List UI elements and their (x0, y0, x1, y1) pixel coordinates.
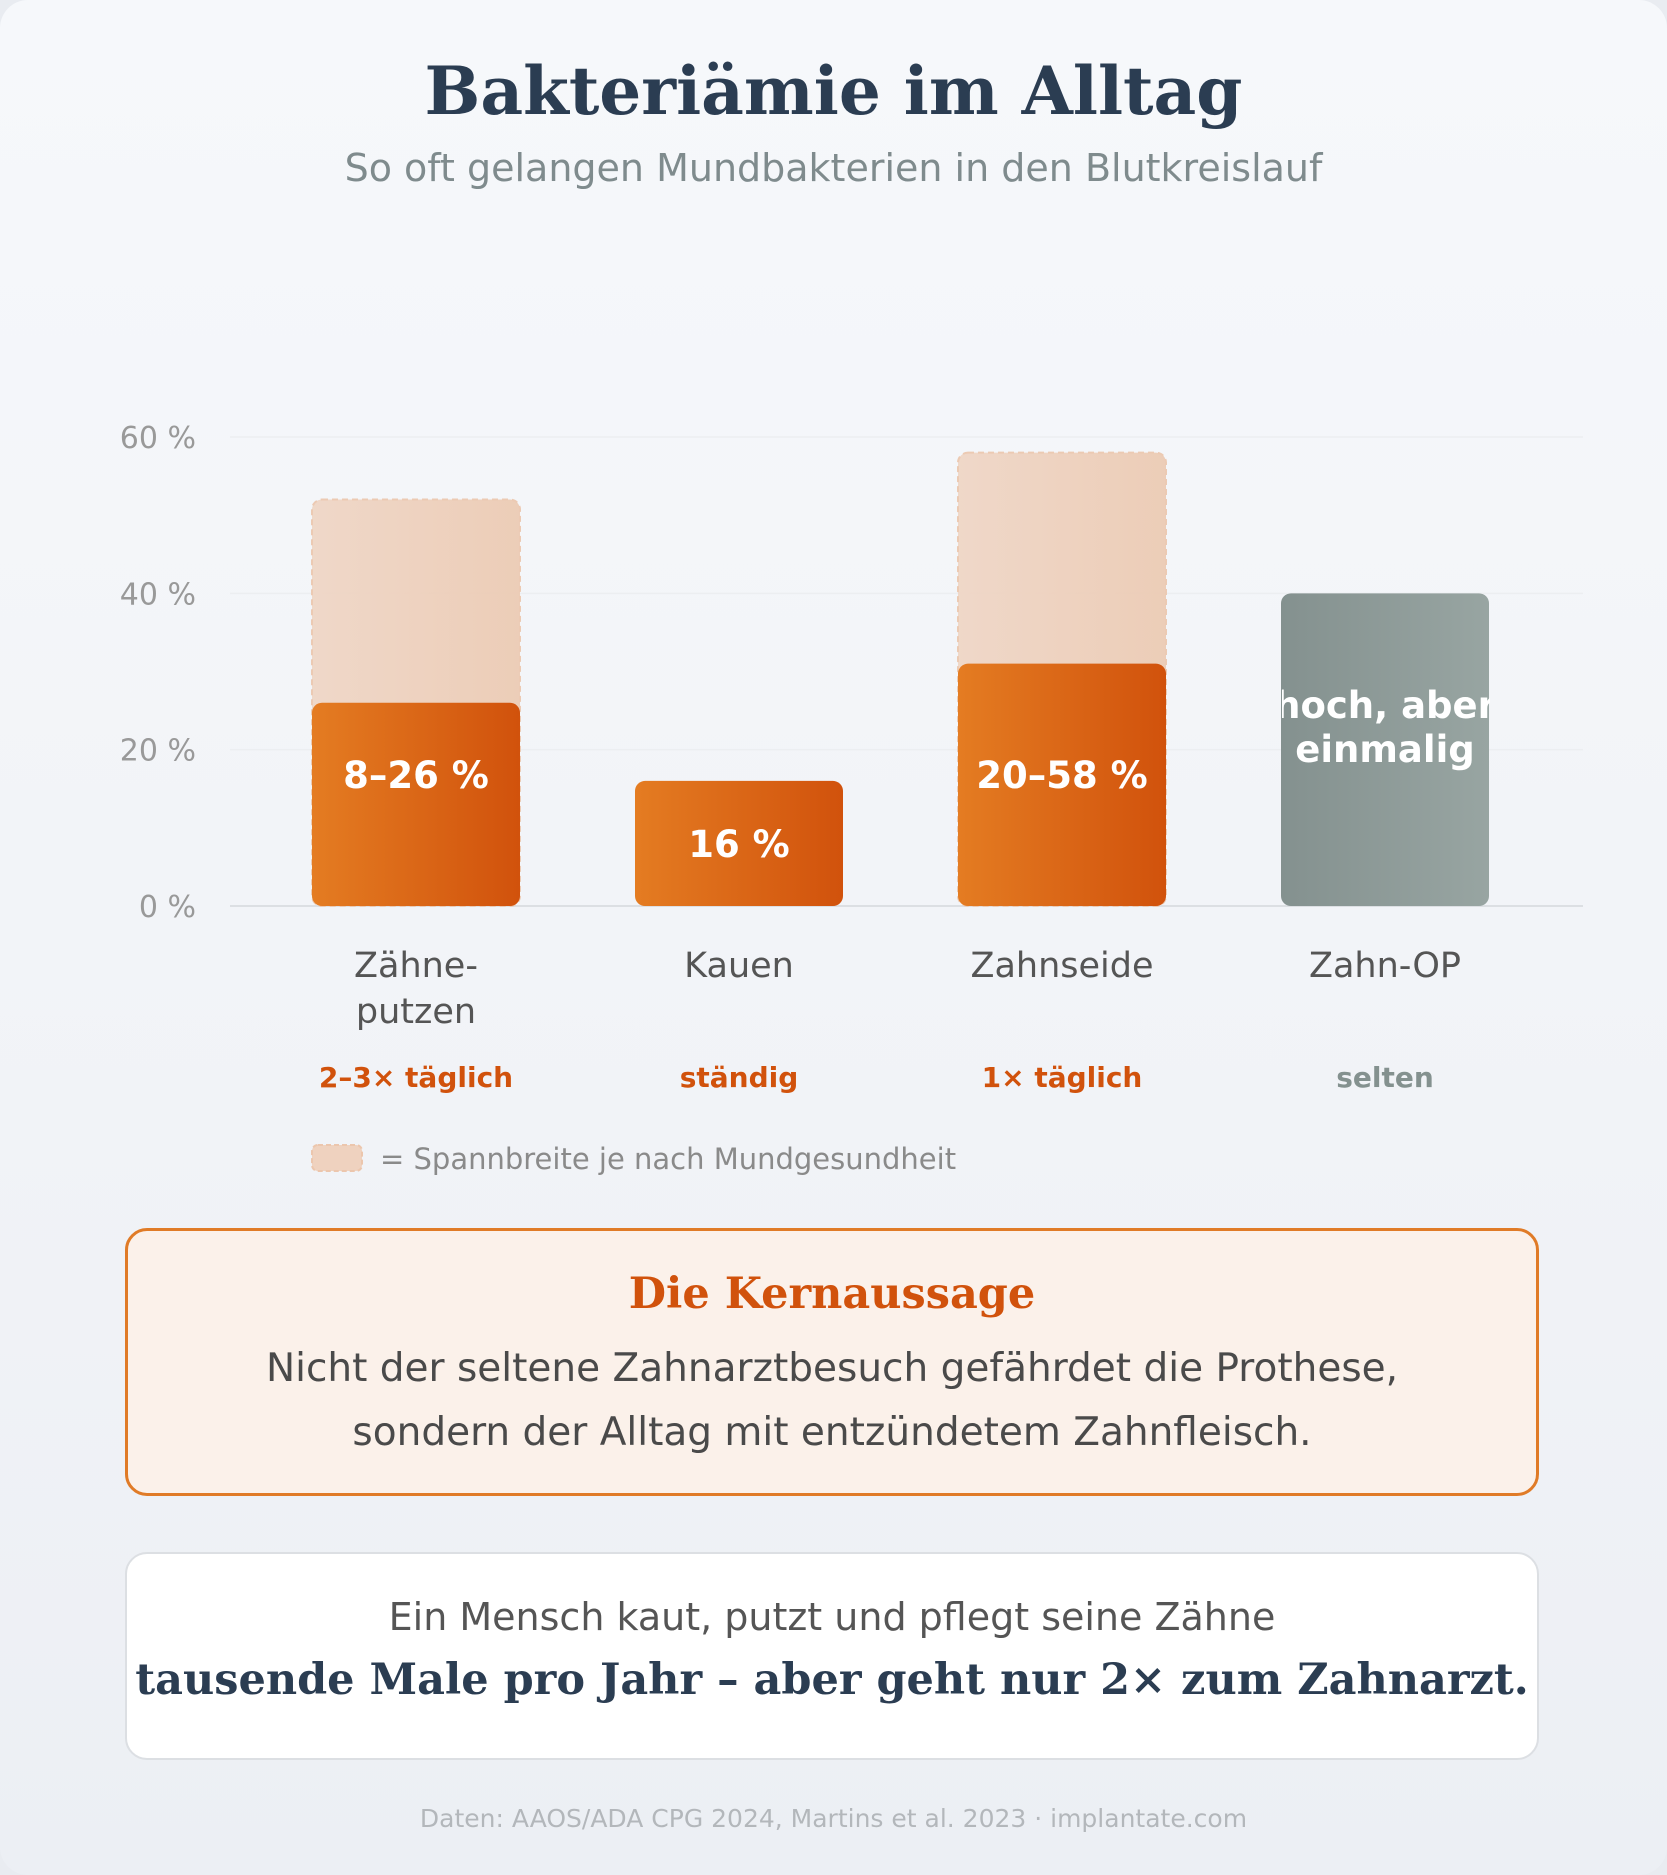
takeaway-heading: Die Kernaussage (628, 1269, 1036, 1319)
bar-layer (312, 593, 1489, 906)
frequency-label: selten (1336, 1061, 1434, 1094)
bar-value-label: 8–26 % (343, 754, 489, 797)
takeaway-line-2: sondern der Alltag mit entzündetem Zahnf… (352, 1410, 1312, 1455)
bar-value-label: 16 % (688, 823, 789, 866)
category-label: Kauen (684, 946, 794, 986)
y-tick-label: 60 % (120, 421, 196, 456)
y-tick-label: 0 % (139, 890, 196, 925)
page-subtitle: So oft gelangen Mundbakterien in den Blu… (344, 146, 1323, 190)
label-layer: 8–26 % Zähne-putzen 2–3× täglich 16 % Kauen s… (319, 684, 1497, 1094)
legend-swatch (311, 1144, 363, 1172)
frequency-label: 1× täglich (982, 1061, 1143, 1094)
bar (635, 780, 843, 906)
comparison-line-2: tausende Male pro Jahr – aber geht nur 2… (135, 1655, 1529, 1705)
bar-value-label: hoch, aber (1274, 684, 1497, 727)
page-title: Bakteriämie im Alltag (424, 52, 1243, 130)
takeaway-line-1: Nicht der seltene Zahnarztbesuch gefährd… (265, 1346, 1399, 1391)
comparison-line-1: Ein Mensch kaut, putzt und pflegt seine … (388, 1595, 1276, 1639)
legend: = Spannbreite je nach Mundgesundheit (311, 1142, 956, 1176)
bar (312, 702, 520, 906)
frequency-label: 2–3× täglich (319, 1061, 513, 1094)
comparison-box: Ein Mensch kaut, putzt und pflegt seine … (125, 1552, 1539, 1760)
y-tick-label: 20 % (120, 734, 196, 769)
bar (958, 663, 1166, 906)
category-label: Zahnseide (970, 946, 1153, 986)
takeaway-box: Die Kernaussage Nicht der seltene Zahnar… (125, 1228, 1539, 1496)
y-tick-label: 40 % (120, 577, 196, 612)
category-label: Zähne- (354, 946, 478, 986)
frequency-label: ständig (680, 1061, 799, 1094)
bar-value-label: 20–58 % (976, 754, 1147, 797)
category-label: Zahn-OP (1309, 946, 1461, 986)
source-note: Daten: AAOS/ADA CPG 2024, Martins et al.… (419, 1804, 1248, 1833)
bar-chart: 0 % 20 % 40 % 60 % 8–26 % Zähne-putzen 2–3× t… (120, 421, 1583, 1176)
legend-text: = Spannbreite je nach Mundgesundheit (380, 1142, 956, 1176)
bar (1281, 593, 1489, 906)
bar-value-label: einmalig (1295, 728, 1475, 771)
category-label: putzen (356, 992, 476, 1032)
